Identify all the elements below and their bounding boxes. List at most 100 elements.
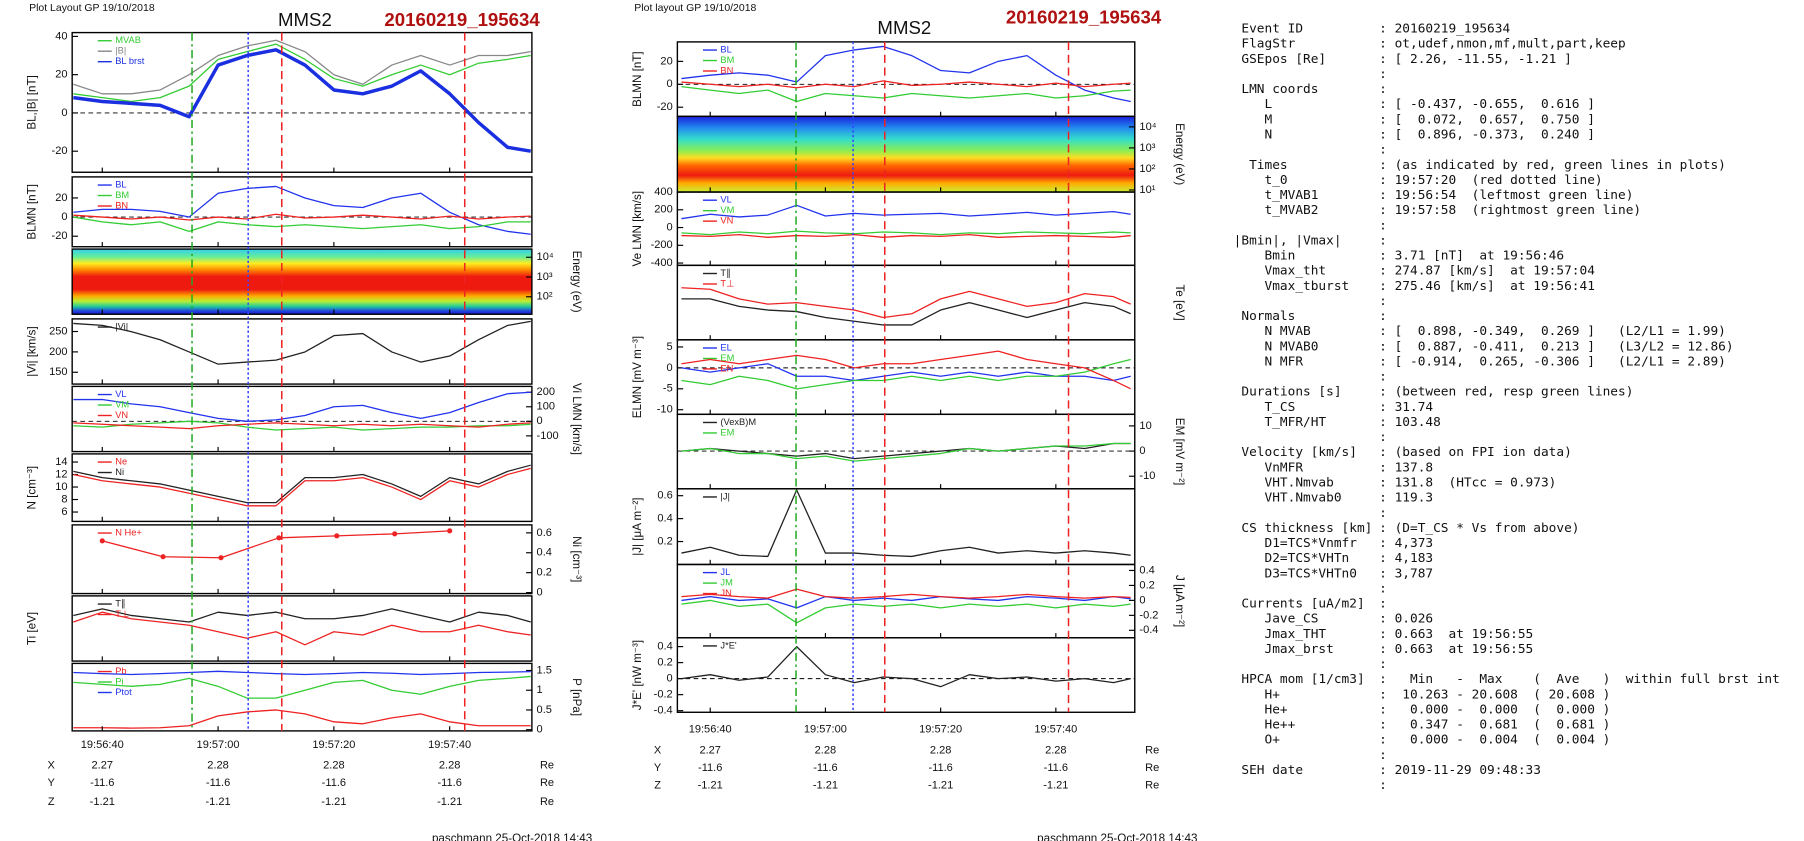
info-key: Vmax_tburst — [1234, 279, 1350, 294]
y-tick-label: 12 — [55, 468, 67, 480]
data-line — [681, 204, 1131, 220]
y-tick-label: 0 — [537, 724, 543, 736]
y-tick-label: 0.6 — [537, 527, 552, 539]
info-value: : 19:56:54 (leftmost green line) — [1379, 188, 1633, 203]
legend-label: VL — [720, 195, 731, 205]
y-tick-label: 0.6 — [657, 490, 672, 502]
y-tick-label: 100 — [537, 401, 555, 413]
info-value: : 10.263 - 20.608 ( 20.608 ) — [1379, 687, 1610, 702]
y-tick-label: 0.4 — [657, 641, 672, 653]
y-axis-label: ELMN [mV m⁻³] — [631, 336, 644, 418]
info-value: : 0.000 - 0.004 ( 0.004 ) — [1379, 733, 1610, 748]
y-tick-label: 10² — [1139, 163, 1155, 175]
data-line — [681, 80, 1131, 89]
ephemeris-value: -11.6 — [90, 777, 114, 789]
legend-label: (VexB)M — [720, 417, 756, 427]
y-axis-label: J [μA m⁻²] — [1173, 575, 1186, 627]
info-value: : [ 2.26, -11.55, -1.21 ] — [1379, 52, 1572, 67]
y-tick-label: 10 — [55, 481, 67, 493]
info-key: D2=TCS*VHTn — [1234, 551, 1350, 566]
y-tick-label: 0 — [61, 107, 67, 119]
info-key: Event ID — [1234, 22, 1303, 37]
info-key: D3=TCS*VHTn0 — [1234, 566, 1357, 581]
data-line — [73, 464, 531, 504]
info-key: H+ — [1234, 687, 1281, 702]
y-tick-label: 10⁴ — [1139, 121, 1156, 133]
ephemeris-value: -11.6 — [813, 762, 837, 774]
info-separator: : — [1379, 778, 1387, 793]
y-tick-label: -100 — [537, 430, 559, 442]
panel-frame — [676, 41, 1136, 118]
info-value: : 137.8 — [1379, 460, 1433, 475]
data-line — [73, 39, 531, 95]
data-line — [73, 213, 531, 221]
panel-frame — [676, 488, 1136, 566]
y-tick-label: -0.4 — [1139, 624, 1158, 636]
data-line — [73, 48, 532, 153]
panel-frame — [676, 191, 1136, 267]
y-tick-label: 0.2 — [537, 567, 552, 579]
legend-label: VM — [720, 205, 734, 215]
info-key: N MVAB — [1234, 324, 1311, 339]
panel-frame — [71, 318, 533, 385]
y-tick-label: 0 — [1139, 594, 1145, 606]
info-value: : 2019-11-29 09:48:33 — [1379, 763, 1541, 778]
info-value: : (as indicated by red, green lines in p… — [1379, 158, 1726, 173]
legend-label: VN — [720, 216, 733, 226]
data-line — [73, 709, 531, 729]
info-key: |Bmin|, |Vmax| — [1234, 233, 1342, 248]
info-separator: : — [1379, 506, 1387, 521]
panel-frame — [71, 453, 533, 523]
data-point — [218, 555, 224, 561]
legend-label: JM — [720, 578, 732, 588]
info-separator: : — [1379, 67, 1387, 82]
data-point — [160, 554, 166, 560]
info-key: GSEpos [Re] — [1234, 52, 1326, 67]
y-tick-label: -10 — [657, 404, 673, 416]
y-tick-label: 8 — [61, 493, 67, 505]
legend-label: EM — [720, 427, 734, 437]
info-key: SEH date — [1234, 763, 1303, 778]
data-line — [73, 320, 531, 365]
y-tick-label: 0 — [667, 673, 673, 685]
ephemeris-label: Y — [48, 777, 56, 789]
y-tick-label: -400 — [651, 257, 673, 269]
x-tick-label: 19:56:40 — [689, 724, 732, 736]
info-value: : 0.347 - 0.681 ( 0.681 ) — [1379, 718, 1610, 733]
y-tick-label: 5 — [667, 341, 673, 353]
y-tick-label: 0 — [667, 362, 673, 374]
y-tick-label: 14 — [55, 456, 67, 468]
data-line — [681, 442, 1131, 460]
info-key: CS thickness [km] — [1234, 521, 1373, 536]
y-axis-label: BL,|B| [nT] — [26, 75, 39, 130]
y-tick-label: 250 — [49, 325, 67, 337]
legend-label: EN — [720, 363, 733, 373]
info-value: : 20160219_195634 — [1379, 22, 1510, 37]
ephemeris-value: -11.6 — [437, 777, 461, 789]
y-axis-label: |J| [μA m⁻²] — [631, 498, 644, 556]
info-key: D1=TCS*Vnmfr — [1234, 536, 1358, 551]
panel-frame — [71, 176, 533, 248]
info-key: He+ — [1234, 702, 1288, 717]
y-tick-label: 200 — [654, 204, 672, 216]
info-key: HPCA mom [1/cm3] — [1234, 672, 1365, 687]
y-tick-label: -200 — [651, 239, 673, 251]
info-separator: : — [1379, 294, 1387, 309]
ephemeris-value: -1.21 — [437, 796, 462, 808]
info-value: : 3,787 — [1379, 566, 1433, 581]
panel-frame — [71, 595, 533, 662]
plot-note: Plot layout GP 19/10/2018 — [634, 3, 756, 14]
info-value: : [ 0.887, -0.411, 0.213 ] (L3/L2 = 12.8… — [1379, 339, 1733, 354]
info-value: : 19:57:58 (rightmost green line) — [1379, 203, 1641, 218]
plot-subtitle: 20160219_195634 — [1006, 7, 1162, 28]
legend-label: T∥ — [115, 598, 125, 608]
info-value: : (based on FPI ion data) — [1379, 445, 1572, 460]
x-tick-label: 19:57:40 — [428, 739, 471, 751]
legend-label: Ni — [115, 467, 124, 477]
legend-label: EM — [720, 353, 734, 363]
x-tick-label: 19:57:00 — [197, 739, 240, 751]
data-line — [681, 85, 1131, 103]
ephemeris-value: -11.6 — [698, 762, 722, 774]
x-tick-label: 19:57:20 — [312, 739, 355, 751]
info-key: t_MVAB2 — [1234, 203, 1319, 218]
